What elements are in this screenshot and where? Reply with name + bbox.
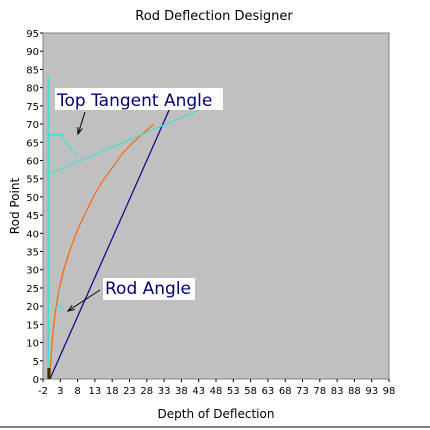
annotation-layer: Top Tangent Angle Rod Angle [55,88,223,300]
axis-layer: -2 3 8 13 18 23 28 33 38 43 48 53 58 63 68 73 78 83 88 93 98… [26,29,395,397]
x-tick-label: 48 [210,386,223,397]
rod-angle-label: Rod Angle [105,279,191,299]
y-tick-label: 40 [26,229,39,240]
y-tick-label: 70 [26,120,39,131]
y-axis-label: Rod Point [8,178,22,235]
y-tick-label: 75 [26,102,39,113]
rod-base-marker [47,368,51,379]
y-tick-label: 60 [26,156,39,167]
x-tick-label: 23 [123,386,136,397]
chart-title: Rod Deflection Designer [135,9,293,24]
x-tick-label: 73 [296,386,309,397]
y-tick-label: 65 [26,138,39,149]
x-tick-label: 3 [57,386,63,397]
y-tick-label: 95 [26,29,39,40]
y-tick-label: 15 [26,320,39,331]
y-tick-label: 55 [26,175,39,186]
x-tick-label: 33 [158,386,171,397]
x-tick-label: 18 [106,386,119,397]
x-tick-label: 8 [74,386,80,397]
top-tangent-arrow [77,111,86,135]
x-tick-label: 88 [348,386,361,397]
series-line-2 [46,105,210,176]
plot-area [42,32,390,380]
top-tangent-label-box [55,88,223,110]
series-line-1 [49,105,172,380]
x-tick-label: 38 [175,386,188,397]
x-tick-label: -2 [38,386,48,397]
y-tick-label: 5 [33,357,39,368]
x-tick-label: 78 [313,386,326,397]
y-tick-label: 80 [26,84,39,95]
x-tick-label: 68 [279,386,292,397]
series-layer [46,76,210,380]
rod-angle-label-box [103,278,195,300]
y-tick-label: 35 [26,248,39,259]
y-tick-label: 90 [26,47,39,58]
x-tick-label: 43 [192,386,205,397]
x-tick-label: 28 [140,386,153,397]
x-tick-label: 93 [365,386,378,397]
x-tick-label: 98 [383,386,396,397]
rod-angle-callout [52,305,65,311]
top-tangent-arrow-head [77,126,83,136]
y-tick-label: 0 [33,375,39,386]
y-tick-label: 10 [26,339,39,350]
y-tick-label: 25 [26,284,39,295]
y-tick-label: 50 [26,193,39,204]
x-tick-label: 83 [331,386,344,397]
top-tangent-angle-label: Top Tangent Angle [56,91,212,111]
y-tick-label: 85 [26,65,39,76]
x-axis-label: Depth of Deflection [158,407,275,421]
y-tick-label: 45 [26,211,39,222]
x-tick-label: 63 [262,386,275,397]
series-line-0 [49,123,155,380]
x-tick-label: 13 [89,386,102,397]
rod-angle-arrow-head [66,305,75,312]
y-tick-label: 30 [26,266,39,277]
top-tangent-callout [46,133,79,158]
x-tick-label: 53 [227,386,240,397]
rod-angle-arrow [67,289,101,312]
y-tick-label: 20 [26,302,39,313]
x-tick-label: 58 [244,386,257,397]
